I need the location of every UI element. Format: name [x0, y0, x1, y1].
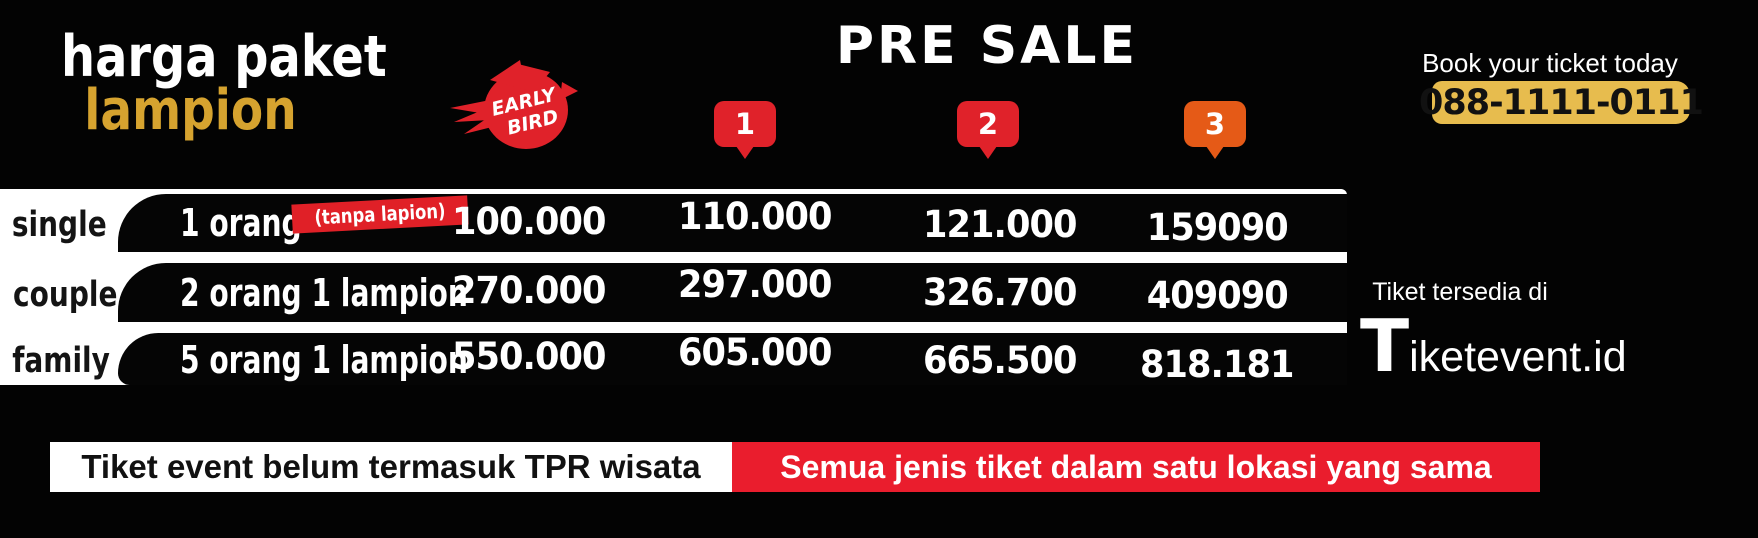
footer-note-location: Semua jenis tiket dalam satu lokasi yang…	[732, 442, 1540, 492]
presale-tier-badge-3: 3	[1184, 101, 1246, 159]
title-line2: lampion	[83, 78, 297, 144]
tickets-available-label: Tiket tersedia di	[1372, 278, 1548, 306]
price-family-presale1: 605.000	[678, 331, 832, 374]
price-single-presale1: 110.000	[678, 195, 832, 238]
row-panel-couple	[118, 263, 1347, 322]
title-line1: harga paket	[61, 24, 387, 90]
tier-1-pointer	[736, 146, 754, 159]
tiketevent-logo-initial: T	[1360, 304, 1410, 388]
tier-2-number: 2	[977, 107, 999, 141]
row-label-single: single	[11, 205, 107, 245]
row-label-couple: couple	[13, 275, 118, 315]
row-desc-family: 5 orang 1 lampion	[180, 338, 468, 382]
price-single-presale3: 159090	[1146, 206, 1288, 249]
tier-1-number: 1	[734, 107, 756, 141]
phone-number: 088-1111-0111	[1419, 82, 1704, 123]
poster-title: harga paket lampion	[30, 28, 387, 144]
presale-heading: PRE SALE	[835, 16, 1139, 76]
row-desc-single: 1 orang	[180, 201, 302, 245]
price-couple-presale2: 326.700	[923, 271, 1077, 314]
tier-3-number: 3	[1204, 107, 1226, 141]
row-desc-couple: 2 orang 1 lampion	[180, 271, 468, 315]
price-couple-earlybird: 270.000	[452, 269, 606, 312]
price-family-presale2: 665.500	[923, 339, 1077, 382]
price-couple-presale3: 409090	[1146, 274, 1288, 317]
footer-note-tpr: Tiket event belum termasuk TPR wisata	[50, 442, 732, 492]
tier-2-pointer	[979, 146, 997, 159]
booking-cta: Book your ticket today	[1422, 48, 1678, 78]
price-family-earlybird: 550.000	[452, 335, 606, 378]
phone-badge: 088-1111-0111	[1419, 81, 1704, 124]
price-single-earlybird: 100.000	[452, 200, 606, 243]
presale-tier-badge-1: 1	[714, 101, 776, 159]
tier-3-pointer	[1206, 146, 1224, 159]
price-single-presale2: 121.000	[923, 203, 1077, 246]
early-bird-icon: EARLY BIRD	[448, 58, 580, 158]
price-couple-presale1: 297.000	[678, 263, 832, 306]
presale-tier-badge-2: 2	[957, 101, 1019, 159]
tiketevent-logo-rest: iketevent.id	[1409, 333, 1627, 381]
price-family-presale3: 818.181	[1140, 343, 1294, 386]
row-panel-family	[118, 333, 1347, 385]
price-table: single couple family 1 orang (tanpa lapi…	[0, 189, 1347, 386]
row-label-family: family	[12, 341, 110, 381]
